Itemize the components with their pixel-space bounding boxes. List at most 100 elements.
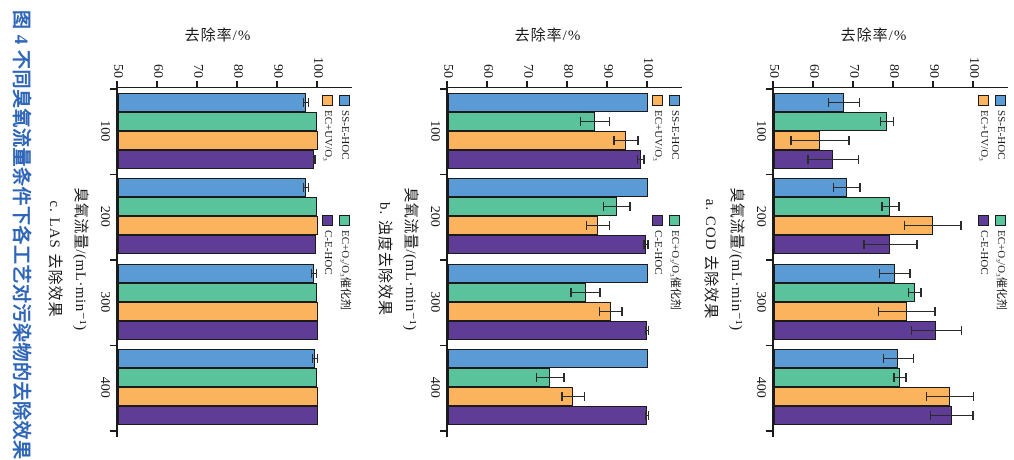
error-bar-cap (858, 97, 860, 107)
panel-a-category-tick-label: 300 (753, 291, 768, 313)
legend-item: C-E-HOC (321, 215, 334, 275)
error-bar-cap (863, 240, 865, 250)
bar (118, 92, 306, 112)
error-bar-cap (599, 287, 601, 297)
error-bar-cap (857, 154, 860, 164)
panel-b-value-axis-line (446, 86, 682, 88)
panel-c-value-axis-line (116, 86, 352, 88)
error-bar (570, 291, 601, 293)
error-bar-cap (960, 325, 962, 335)
legend-label: EC+O₃/O₃催化剂 (669, 230, 681, 310)
error-bar (929, 415, 974, 417)
legend-item: SS-E-HOC (338, 95, 351, 160)
bar (118, 263, 314, 283)
legend-swatch (322, 95, 333, 106)
error-bar (536, 377, 565, 379)
error-bar-cap (598, 306, 601, 316)
legend-item: EC+UV/O₃ (651, 95, 664, 161)
bar (774, 263, 895, 283)
panel-a-value-tick-label: 70 (846, 64, 861, 78)
panel-a-value-tick (972, 80, 974, 87)
error-bar-cap (828, 97, 830, 107)
legend-label: EC+UV/O₃ (652, 110, 664, 161)
error-bar-cap (608, 221, 610, 231)
error-bar-cap (643, 154, 645, 164)
error-bar-cap (637, 135, 639, 145)
panel-b-title: b. 浊度去除效果 (376, 201, 392, 316)
panel-b-value-tick (486, 80, 488, 87)
legend-swatch (669, 95, 680, 106)
panel-b-value-tick-label: 50 (440, 64, 455, 78)
panel-a-value-tick-label: 60 (806, 64, 821, 78)
bar (448, 349, 648, 369)
legend-item: EC+UV/O₃ (977, 95, 990, 161)
panel-a-value-axis-line (772, 86, 1008, 88)
bar (774, 387, 950, 407)
panel-c-value-tick (196, 80, 198, 87)
bar (448, 320, 648, 340)
panel-a-value-tick (812, 80, 814, 87)
panel-b-value-axis-label: 去除率/% (514, 28, 582, 44)
panel-b-category-tick-label: 200 (427, 205, 442, 227)
bar (774, 197, 891, 217)
bar (448, 197, 617, 217)
panel-a-value-tick-label: 50 (766, 64, 781, 78)
panel-a-category-tick-label: 400 (753, 376, 768, 398)
panel-b-value-tick (446, 80, 448, 87)
error-bar-cap (916, 240, 918, 250)
panel-a-value-tick (932, 80, 934, 87)
figure-caption: 图 4 不同臭氧流量条件下各工艺对污染物的去除效果 (10, 10, 31, 460)
bar (118, 349, 315, 369)
legend-swatch (995, 95, 1006, 106)
panel-c-value-tick-label: 70 (190, 64, 205, 78)
error-bar-cap (807, 154, 809, 164)
legend-item: EC+O₃/O₃催化剂 (994, 215, 1007, 310)
bar (118, 149, 315, 169)
error-bar-cap (302, 183, 305, 193)
error-bar (878, 272, 911, 274)
error-bar-cap (878, 306, 880, 316)
error-bar-cap (311, 354, 313, 364)
bar (448, 149, 641, 169)
error-bar (926, 396, 974, 398)
panel-b-value-tick-label: 60 (480, 64, 495, 78)
panel-c-value-tick-label: 90 (270, 64, 285, 78)
legend-label: EC+UV/O₃ (978, 110, 990, 161)
legend-swatch (339, 215, 350, 226)
panel-a-category-tick-label: 100 (753, 120, 768, 142)
error-bar-cap (848, 135, 850, 145)
panel-a-value-tick (892, 80, 894, 87)
panel-a-value-axis-label: 去除率/% (840, 28, 908, 44)
error-bar-cap (960, 221, 962, 231)
bar (118, 282, 318, 302)
panel-a-title: a. COD 去除效果 (702, 198, 718, 320)
legend-label: C-E-HOC (652, 230, 664, 275)
panel-a-value-tick-label: 90 (926, 64, 941, 78)
panel-c-value-tick (276, 80, 278, 87)
bar (118, 216, 318, 236)
bar (448, 111, 596, 131)
legend-label: SS-E-HOC (669, 110, 681, 160)
error-bar-cap (832, 183, 835, 193)
legend-item: SS-E-HOC (994, 95, 1007, 160)
panel-c-category-tick-label: 400 (97, 376, 112, 398)
legend-swatch (339, 95, 350, 106)
legend-item: C-E-HOC (977, 215, 990, 275)
error-bar-cap (972, 392, 974, 402)
error-bar-cap (647, 240, 649, 250)
error-bar (882, 358, 914, 360)
error-bar (828, 101, 860, 103)
bar (118, 387, 318, 407)
panel-b-legend-row: SS-E-HOC EC+O₃/O₃催化剂 (666, 88, 681, 430)
error-bar-cap (570, 287, 572, 297)
panel-a-value-tick (852, 80, 854, 87)
error-bar-cap (602, 202, 605, 212)
bar (448, 178, 648, 198)
error-bar-cap (881, 202, 883, 212)
bar (118, 368, 318, 388)
error-bar-cap (898, 202, 900, 212)
bar (118, 320, 318, 340)
panel-c-value-tick (156, 80, 158, 87)
error-bar (602, 206, 631, 208)
error-bar-cap (920, 287, 922, 297)
